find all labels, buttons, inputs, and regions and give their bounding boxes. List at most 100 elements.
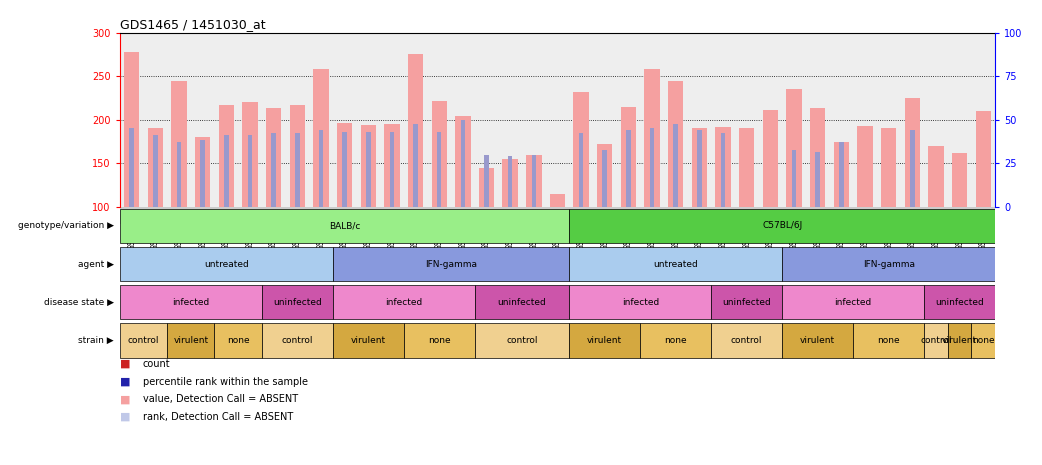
Bar <box>361 125 376 207</box>
Text: none: none <box>877 336 900 345</box>
Bar <box>475 323 569 358</box>
Bar <box>531 155 537 207</box>
Text: count: count <box>143 359 171 369</box>
Bar <box>839 141 844 207</box>
Text: BALB/c: BALB/c <box>329 221 361 231</box>
Bar <box>783 247 995 281</box>
Bar <box>673 124 678 207</box>
Bar <box>177 141 181 207</box>
Bar <box>431 100 447 207</box>
Bar <box>924 285 995 319</box>
Bar <box>816 152 820 207</box>
Bar <box>569 323 640 358</box>
Bar <box>319 130 323 207</box>
Bar <box>342 132 347 207</box>
Bar <box>948 323 971 358</box>
Text: control: control <box>281 336 313 345</box>
Bar <box>167 323 215 358</box>
Text: virulent: virulent <box>351 336 386 345</box>
Bar <box>904 98 920 207</box>
Bar <box>271 133 276 207</box>
Text: uninfected: uninfected <box>936 298 984 307</box>
Bar <box>858 126 873 207</box>
Bar <box>716 127 730 207</box>
Text: none: none <box>665 336 687 345</box>
Text: strain ▶: strain ▶ <box>78 336 114 345</box>
Bar <box>242 102 257 207</box>
Text: none: none <box>428 336 450 345</box>
Bar <box>692 128 708 207</box>
Bar <box>475 285 569 319</box>
Text: ■: ■ <box>120 359 130 369</box>
Bar <box>262 285 332 319</box>
Bar <box>880 128 896 207</box>
Bar <box>783 323 853 358</box>
Bar <box>200 140 205 207</box>
Bar <box>403 323 475 358</box>
Bar <box>578 133 584 207</box>
Text: genotype/variation ▶: genotype/variation ▶ <box>18 221 114 231</box>
Bar <box>384 124 399 207</box>
Bar <box>621 106 636 207</box>
Bar <box>295 133 299 207</box>
Text: untreated: untreated <box>204 259 249 269</box>
Text: uninfected: uninfected <box>273 298 322 307</box>
Bar <box>910 130 915 207</box>
Text: virulent: virulent <box>173 336 208 345</box>
Text: control: control <box>731 336 763 345</box>
Text: C57BL/6J: C57BL/6J <box>762 221 802 231</box>
Bar <box>569 247 783 281</box>
Bar <box>332 323 403 358</box>
Bar <box>975 111 991 207</box>
Bar <box>120 285 262 319</box>
Text: ■: ■ <box>120 412 130 422</box>
Bar <box>526 155 542 207</box>
Bar <box>332 247 569 281</box>
Bar <box>366 132 371 207</box>
Bar <box>928 146 944 207</box>
Text: virulent: virulent <box>800 336 836 345</box>
Bar <box>120 323 167 358</box>
Text: uninfected: uninfected <box>498 298 546 307</box>
Bar <box>502 159 518 207</box>
Bar <box>266 108 281 207</box>
Text: infected: infected <box>172 298 209 307</box>
Bar <box>739 128 754 207</box>
Text: uninfected: uninfected <box>722 298 771 307</box>
Bar <box>290 105 305 207</box>
Text: IFN-gamma: IFN-gamma <box>863 259 915 269</box>
Text: agent ▶: agent ▶ <box>77 259 114 269</box>
Bar <box>337 123 352 207</box>
Bar <box>597 144 613 207</box>
Bar <box>952 153 967 207</box>
Bar <box>461 120 465 207</box>
Bar <box>640 323 712 358</box>
Bar <box>124 52 140 207</box>
Bar <box>792 150 796 207</box>
Bar <box>668 80 684 207</box>
Bar <box>148 128 163 207</box>
Bar <box>437 132 442 207</box>
Text: control: control <box>506 336 538 345</box>
Text: percentile rank within the sample: percentile rank within the sample <box>143 377 307 387</box>
Bar <box>390 132 394 207</box>
Bar <box>834 141 849 207</box>
Bar <box>853 323 924 358</box>
Bar <box>129 128 134 207</box>
Text: GDS1465 / 1451030_at: GDS1465 / 1451030_at <box>120 19 266 31</box>
Bar <box>120 247 332 281</box>
Bar <box>602 150 607 207</box>
Text: none: none <box>227 336 249 345</box>
Bar <box>262 323 332 358</box>
Bar <box>414 124 418 207</box>
Bar <box>810 108 825 207</box>
Bar <box>644 69 660 207</box>
Bar <box>650 128 654 207</box>
Text: infected: infected <box>386 298 422 307</box>
Bar <box>924 323 948 358</box>
Bar <box>195 137 210 207</box>
Text: ■: ■ <box>120 394 130 405</box>
Bar <box>219 105 234 207</box>
Bar <box>712 285 783 319</box>
Bar <box>697 130 701 207</box>
